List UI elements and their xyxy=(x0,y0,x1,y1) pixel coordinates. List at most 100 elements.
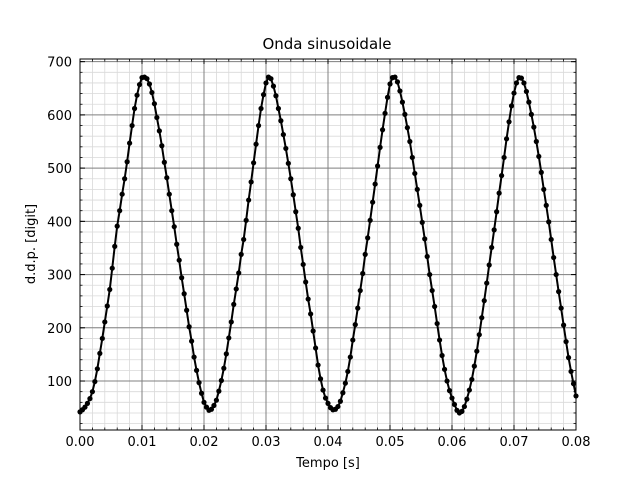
data-point xyxy=(355,305,361,311)
data-point xyxy=(404,125,410,131)
data-point xyxy=(489,244,495,251)
data-point xyxy=(186,324,192,330)
data-point xyxy=(260,92,267,98)
data-point xyxy=(258,105,264,112)
data-point xyxy=(107,286,113,293)
y-tick-labels: 100 200 300 400 500 600 700 xyxy=(47,56,72,390)
y-axis-label: d.d.p. [digit] xyxy=(24,204,39,284)
x-tick-label: 0.00 xyxy=(66,435,95,450)
data-point xyxy=(104,303,110,309)
data-point xyxy=(375,163,381,169)
data-point xyxy=(419,219,425,226)
data-point xyxy=(228,319,234,325)
y-tick-label: 500 xyxy=(47,162,72,177)
data-point xyxy=(521,80,527,86)
x-tick-label: 0.08 xyxy=(562,435,591,450)
data-point xyxy=(310,328,316,334)
data-point xyxy=(201,399,207,405)
data-point xyxy=(429,287,435,294)
data-point xyxy=(352,322,358,328)
data-point xyxy=(131,105,138,112)
data-point xyxy=(459,408,465,414)
data-point xyxy=(273,93,279,99)
data-point xyxy=(169,208,175,214)
data-point xyxy=(556,289,562,295)
data-point xyxy=(427,271,433,278)
data-point xyxy=(251,160,257,166)
data-point xyxy=(238,251,244,257)
data-point xyxy=(553,271,559,278)
data-point xyxy=(136,81,143,88)
data-point xyxy=(392,74,398,80)
data-point xyxy=(422,236,428,242)
data-point xyxy=(161,159,167,165)
data-point xyxy=(176,257,182,263)
data-point xyxy=(548,236,554,243)
data-point xyxy=(208,406,215,412)
data-point xyxy=(367,217,373,223)
data-point xyxy=(236,270,242,276)
data-point xyxy=(253,141,259,147)
data-point xyxy=(322,395,329,401)
data-point xyxy=(181,291,187,297)
data-point xyxy=(387,81,393,87)
data-point xyxy=(558,305,564,311)
data-point xyxy=(124,159,130,165)
data-point xyxy=(399,99,405,105)
data-point xyxy=(439,352,445,359)
x-tick-label: 0.06 xyxy=(438,435,467,450)
data-point xyxy=(109,265,115,271)
y-tick-label: 200 xyxy=(47,322,72,337)
data-point xyxy=(347,354,353,360)
data-point xyxy=(360,270,366,277)
data-point xyxy=(223,351,229,357)
data-point xyxy=(198,390,205,396)
data-point xyxy=(268,76,274,82)
data-point xyxy=(233,286,239,292)
x-tick-label: 0.03 xyxy=(252,435,281,450)
data-point xyxy=(112,243,118,249)
data-point xyxy=(533,138,539,145)
data-point xyxy=(350,337,356,343)
data-point xyxy=(171,224,177,230)
y-tick-label: 700 xyxy=(47,56,72,71)
data-point xyxy=(211,402,217,409)
data-point xyxy=(280,131,286,138)
data-point xyxy=(479,315,485,321)
data-point xyxy=(518,75,525,81)
y-tick-label: 400 xyxy=(47,215,72,230)
data-point xyxy=(293,209,299,215)
data-point xyxy=(570,381,577,387)
data-point xyxy=(221,365,227,371)
data-point xyxy=(300,261,306,268)
data-point xyxy=(154,114,160,121)
data-point xyxy=(481,298,487,304)
data-point xyxy=(97,350,103,356)
data-point xyxy=(508,103,515,109)
data-point xyxy=(191,354,197,360)
data-point xyxy=(412,170,418,177)
data-point xyxy=(513,80,520,86)
data-point xyxy=(526,99,532,105)
data-point xyxy=(248,179,254,185)
data-points xyxy=(77,74,579,416)
y-tick-label: 300 xyxy=(47,269,72,284)
data-point xyxy=(379,127,386,133)
data-point xyxy=(503,136,510,142)
data-point xyxy=(446,388,453,394)
data-point xyxy=(174,241,180,247)
data-point xyxy=(384,94,391,100)
data-point xyxy=(283,145,289,152)
data-point xyxy=(496,190,502,196)
data-point xyxy=(466,387,472,393)
data-point xyxy=(563,339,569,345)
data-point xyxy=(409,154,415,161)
data-point xyxy=(382,110,388,116)
data-point xyxy=(315,362,321,368)
data-point xyxy=(122,176,128,182)
data-point xyxy=(335,403,341,410)
data-point xyxy=(340,390,346,396)
data-point xyxy=(501,154,507,161)
data-point xyxy=(342,380,348,386)
